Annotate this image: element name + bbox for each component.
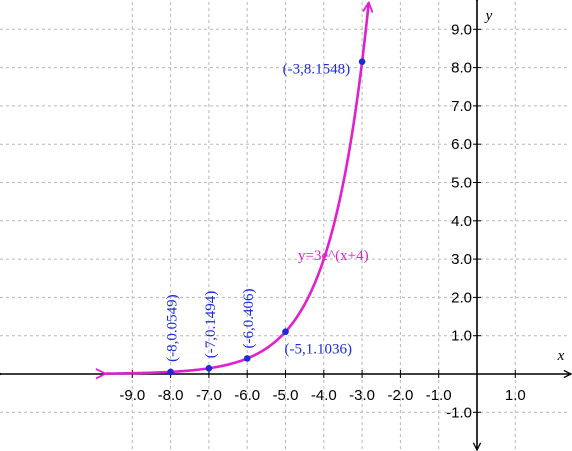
x-tick-label: -3.0	[349, 387, 375, 404]
y-tick-label: 1.0	[451, 328, 472, 345]
x-tick-label: -8.0	[158, 387, 184, 404]
x-tick-label: -5.0	[273, 387, 299, 404]
y-tick-label: 9.0	[451, 21, 472, 38]
y-tick-label: 2.0	[451, 289, 472, 306]
exponential-curve	[105, 2, 368, 373]
x-tick-label: -2.0	[387, 387, 413, 404]
x-tick-label: -7.0	[196, 387, 222, 404]
data-point	[358, 58, 366, 65]
y-axis-label: y	[484, 8, 493, 24]
y-tick-label: 7.0	[451, 98, 472, 115]
data-point	[243, 355, 251, 362]
data-point-label: (-3,8.1548)	[283, 62, 351, 78]
x-axis-label: x	[557, 348, 565, 364]
annotation-labels: y=3e^(x+4) (-8,0.0549) (-7,0.1494) (-6,0.40…	[165, 62, 369, 362]
curve-equation-label: y=3e^(x+4)	[298, 248, 369, 264]
series-group	[105, 2, 368, 375]
x-tick-label: -9.0	[119, 387, 145, 404]
data-point-label: (-6,0.406)	[241, 288, 257, 348]
x-tick-label: -4.0	[311, 387, 337, 404]
data-point-label: (-5,1.1036)	[285, 342, 353, 358]
data-point	[282, 328, 289, 336]
y-tick-label: 8.0	[451, 60, 472, 77]
data-point-label: (-8,0.0549)	[165, 294, 181, 362]
y-tick-label: 4.0	[451, 213, 472, 230]
y-tick-label: 6.0	[451, 136, 472, 153]
x-tick-label: -6.0	[234, 387, 260, 404]
y-tick-label: -1.0	[446, 404, 472, 421]
data-point	[167, 368, 174, 376]
y-tick-label: 3.0	[451, 251, 472, 268]
x-tick-label: 1.0	[505, 387, 526, 404]
data-point	[205, 364, 213, 372]
data-point-label: (-7,0.1494)	[203, 291, 219, 359]
y-tick-label: 5.0	[451, 175, 472, 192]
x-tick-label: -1.0	[426, 387, 452, 404]
